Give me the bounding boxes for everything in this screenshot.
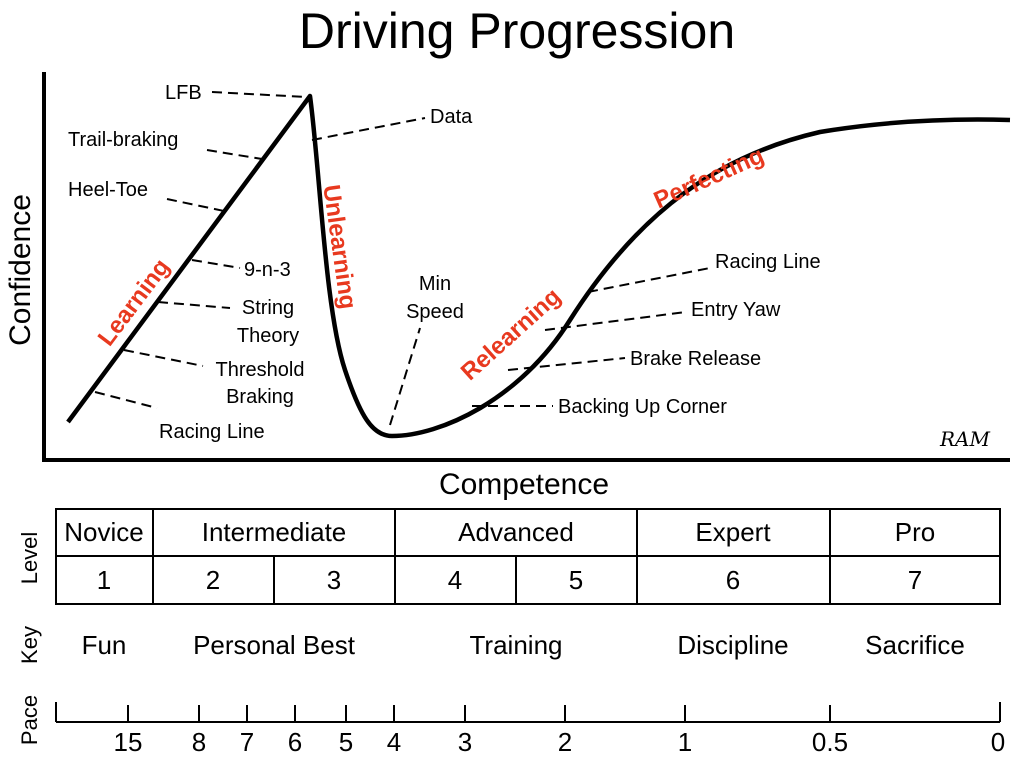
level-number: 3 xyxy=(327,565,341,595)
pace-tick-label: 0.5 xyxy=(812,727,848,757)
leader-threshold xyxy=(123,349,204,367)
pace-tick-label: 3 xyxy=(458,727,472,757)
level-number: 6 xyxy=(726,565,740,595)
pace-tick-label: 7 xyxy=(240,727,254,757)
progression-curve xyxy=(66,93,1011,439)
pace-tick-label: 15 xyxy=(114,727,143,757)
leader-heel-toe xyxy=(166,198,225,212)
skill-entry-yaw: Entry Yaw xyxy=(691,299,781,321)
note-data: Data xyxy=(430,106,473,128)
level-novice: Novice xyxy=(64,517,143,547)
leader-9n3 xyxy=(191,259,241,269)
pace-tick-label: 8 xyxy=(192,727,206,757)
level-number: 1 xyxy=(97,565,111,595)
leader-brake-release xyxy=(507,357,626,371)
signature: RAM xyxy=(939,427,991,451)
diagram-title: Driving Progression xyxy=(299,3,735,59)
skill-brake-release: Brake Release xyxy=(630,348,761,370)
skill-threshold-line2: Braking xyxy=(226,386,294,408)
pace-tick-label: 6 xyxy=(288,727,302,757)
key-personal-best: Personal Best xyxy=(193,630,356,660)
level-number: 7 xyxy=(908,565,922,595)
pace-tick-label: 1 xyxy=(678,727,692,757)
row-label-key: Key xyxy=(17,626,42,664)
skill-string-theory-line1: String xyxy=(242,297,294,319)
leader-lfb xyxy=(211,91,307,98)
row-label-level: Level xyxy=(17,532,42,585)
level-intermediate: Intermediate xyxy=(202,517,347,547)
key-fun: Fun xyxy=(82,630,127,660)
level-pro: Pro xyxy=(895,517,935,547)
skill-racing-line-learning: Racing Line xyxy=(159,421,265,443)
pace-tick-label: 4 xyxy=(387,727,401,757)
leader-string-theory xyxy=(157,301,231,309)
pace-tick-label: 5 xyxy=(339,727,353,757)
key-sacrifice: Sacrifice xyxy=(865,630,965,660)
skill-threshold-line1: Threshold xyxy=(216,359,305,381)
skill-lfb: LFB xyxy=(165,82,202,104)
level-table xyxy=(55,508,1001,605)
skill-racing-line-relearning: Racing Line xyxy=(715,251,821,273)
skill-9n3: 9-n-3 xyxy=(244,259,291,281)
skill-trail-braking: Trail-braking xyxy=(68,129,178,151)
level-advanced: Advanced xyxy=(458,517,574,547)
leader-data xyxy=(311,117,426,141)
y-axis-label: Confidence xyxy=(4,194,37,346)
key-training: Training xyxy=(470,630,563,660)
leader-racing-line-2 xyxy=(587,267,711,293)
leader-min-speed xyxy=(389,327,421,426)
leader-trail-braking xyxy=(206,149,269,161)
pace-tick-label: 2 xyxy=(558,727,572,757)
note-min-speed-line1: Min xyxy=(419,273,451,295)
pace-tick-label: 0 xyxy=(991,727,1005,757)
leader-racing-line-1 xyxy=(94,391,158,409)
skill-string-theory-line2: Theory xyxy=(237,325,299,347)
skill-heel-toe: Heel-Toe xyxy=(68,179,148,201)
level-number: 5 xyxy=(569,565,583,595)
phase-perfecting: Perfecting xyxy=(650,142,768,214)
level-number: 2 xyxy=(206,565,220,595)
row-label-pace: Pace xyxy=(17,695,42,745)
level-number: 4 xyxy=(448,565,462,595)
key-discipline: Discipline xyxy=(677,630,788,660)
x-axis-label: Competence xyxy=(439,468,609,501)
leader-entry-yaw xyxy=(544,311,687,331)
skill-backing-up-corner: Backing Up Corner xyxy=(558,396,727,418)
note-min-speed-line2: Speed xyxy=(406,301,464,323)
pace-scale xyxy=(55,702,1001,723)
level-expert: Expert xyxy=(695,517,771,547)
